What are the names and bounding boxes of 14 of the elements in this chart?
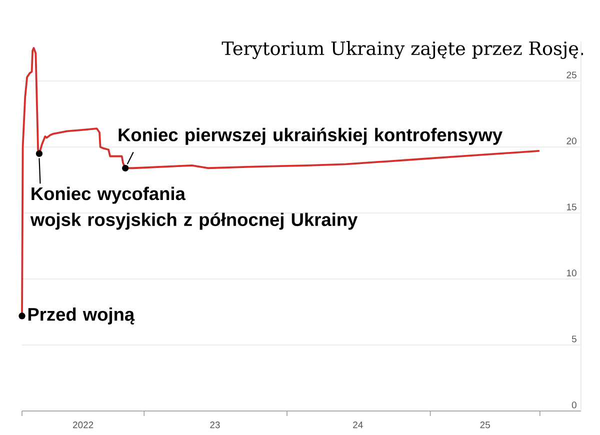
annotation: Koniec wycofania wojsk rosyjskich z północnej Ukrainy [30, 186, 358, 230]
x-tick-label: 23 [210, 422, 220, 428]
y-tick-label: 0 [572, 402, 576, 408]
chart-title: Terytorium Ukrainy zajęte przez Rosję. [222, 41, 584, 59]
annotation: Koniec pierwszej ukraińskiej kontrofensywy [118, 128, 502, 145]
x-tick-label: 25 [480, 422, 490, 428]
y-tick-label: 10 [567, 270, 576, 276]
annotation: Przed wojną [28, 307, 135, 324]
y-tick-label: 25 [566, 72, 576, 78]
y-tick-label: 15 [567, 204, 576, 210]
x-tick-label: 24 [353, 422, 363, 428]
y-tick-label: 5 [572, 336, 576, 342]
x-tick-label: 2022 [73, 422, 94, 428]
y-tick-label: 20 [566, 138, 576, 144]
